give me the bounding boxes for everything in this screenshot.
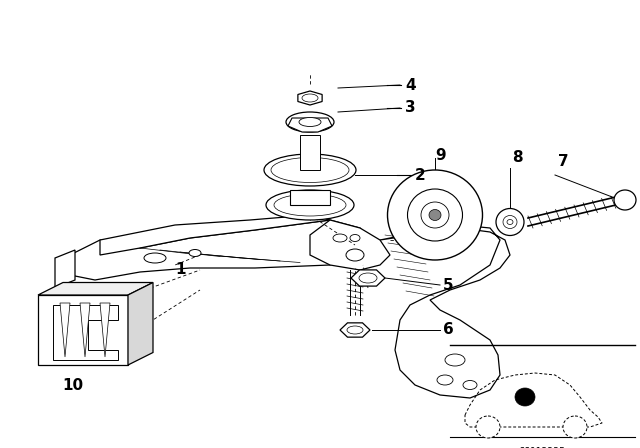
Ellipse shape (421, 202, 449, 228)
Text: 4: 4 (405, 78, 415, 92)
Text: 7: 7 (558, 155, 568, 169)
Ellipse shape (515, 388, 535, 406)
Ellipse shape (274, 194, 346, 216)
Ellipse shape (264, 154, 356, 186)
Text: 2: 2 (415, 168, 426, 182)
Ellipse shape (463, 380, 477, 389)
Text: 8: 8 (512, 151, 523, 165)
Text: 6: 6 (443, 323, 454, 337)
Ellipse shape (387, 170, 483, 260)
Text: 10: 10 (62, 378, 83, 392)
Ellipse shape (347, 326, 363, 334)
Text: 9: 9 (435, 147, 445, 163)
Ellipse shape (476, 416, 500, 438)
Text: 5: 5 (443, 277, 454, 293)
Ellipse shape (408, 189, 463, 241)
Polygon shape (65, 220, 370, 280)
Polygon shape (288, 118, 332, 132)
Text: CC012235: CC012235 (518, 447, 566, 448)
Polygon shape (38, 283, 153, 295)
Ellipse shape (563, 416, 587, 438)
Polygon shape (100, 303, 110, 357)
Polygon shape (38, 295, 128, 365)
Ellipse shape (144, 253, 166, 263)
Polygon shape (100, 215, 330, 255)
Ellipse shape (507, 220, 513, 224)
Ellipse shape (496, 208, 524, 236)
Polygon shape (300, 135, 320, 170)
Text: 3: 3 (405, 100, 415, 116)
Ellipse shape (271, 158, 349, 182)
Polygon shape (60, 303, 70, 357)
Ellipse shape (445, 354, 465, 366)
Ellipse shape (503, 215, 517, 228)
Ellipse shape (189, 250, 201, 257)
Ellipse shape (286, 112, 334, 132)
Ellipse shape (614, 190, 636, 210)
Ellipse shape (302, 94, 318, 102)
Text: 1: 1 (175, 263, 186, 277)
Polygon shape (290, 190, 330, 205)
Polygon shape (55, 250, 75, 288)
Polygon shape (380, 225, 510, 398)
Ellipse shape (429, 210, 441, 220)
Polygon shape (80, 303, 90, 357)
Polygon shape (310, 220, 390, 270)
Ellipse shape (266, 190, 354, 220)
Ellipse shape (359, 273, 377, 283)
Ellipse shape (299, 117, 321, 126)
Polygon shape (340, 323, 370, 337)
Ellipse shape (333, 234, 347, 242)
Polygon shape (298, 91, 322, 105)
Ellipse shape (350, 234, 360, 241)
Ellipse shape (346, 249, 364, 261)
Ellipse shape (437, 375, 453, 385)
Polygon shape (53, 305, 118, 360)
Polygon shape (128, 283, 153, 365)
Polygon shape (351, 270, 385, 286)
